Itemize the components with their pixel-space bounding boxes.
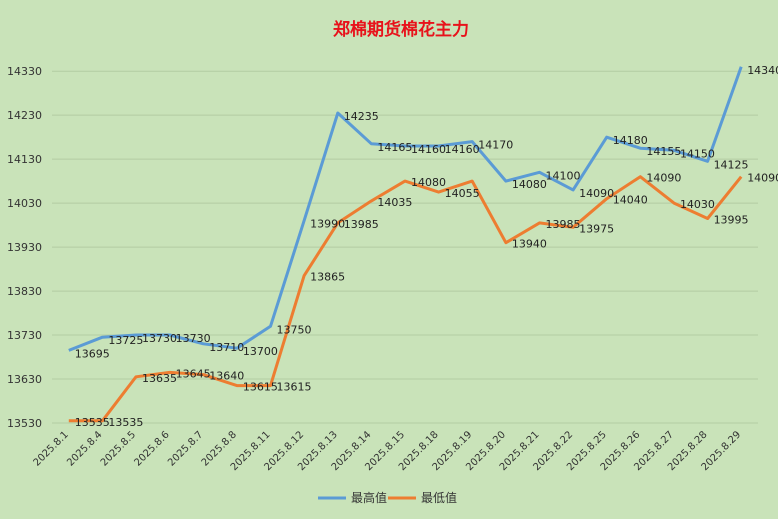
data-label: 14090: [646, 172, 681, 185]
data-label: 14160: [445, 143, 480, 156]
data-label: 14340: [747, 64, 778, 77]
data-label: 14150: [680, 147, 715, 160]
data-label: 14170: [478, 139, 513, 152]
data-label: 13730: [176, 332, 211, 345]
y-axis-ticks: 13530 13630 13730 13830 13930 14030 14130 14230…: [7, 65, 42, 430]
y-tick-label: 14330: [7, 65, 42, 78]
data-label: 13865: [310, 271, 345, 284]
data-label: 13535: [108, 416, 143, 429]
x-tick-label: 2025.8.6: [133, 429, 172, 468]
y-tick-label: 13730: [7, 329, 42, 342]
data-label: 14155: [646, 145, 681, 158]
data-label: 13615: [277, 381, 312, 394]
data-labels: 1369513725137301373013710137001375013990…: [75, 64, 778, 429]
grid: [52, 70, 758, 424]
y-tick-label: 13530: [7, 417, 42, 430]
y-tick-label: 14130: [7, 153, 42, 166]
data-label: 14055: [445, 187, 480, 200]
data-label: 14090: [579, 187, 614, 200]
series-lines: [68, 66, 743, 423]
data-label: 13725: [108, 334, 143, 347]
data-label: 13615: [243, 381, 278, 394]
y-tick-label: 14030: [7, 197, 42, 210]
x-axis-ticks: 2025.8.12025.8.42025.8.52025.8.62025.8.7…: [32, 429, 744, 473]
legend-label-high: 最高值: [351, 490, 387, 505]
x-tick-label: 2025.8.4: [65, 429, 104, 468]
data-label: 14165: [377, 141, 412, 154]
data-label: 14235: [344, 110, 379, 123]
data-label: 13990: [310, 218, 345, 231]
data-label: 13730: [142, 332, 177, 345]
data-label: 13995: [714, 214, 749, 227]
y-tick-label: 14230: [7, 109, 42, 122]
data-label: 13975: [579, 222, 614, 235]
data-label: 14035: [377, 196, 412, 209]
series-line-high: [68, 66, 743, 352]
data-label: 14080: [411, 176, 446, 189]
data-label: 14100: [545, 169, 580, 182]
data-label: 13985: [545, 218, 580, 231]
data-label: 13695: [75, 347, 110, 360]
data-label: 14080: [512, 178, 547, 191]
series-line-low: [68, 175, 743, 423]
x-tick-label: 2025.8.1: [32, 429, 71, 468]
data-label: 13940: [512, 238, 547, 251]
data-label: 14030: [680, 198, 715, 211]
data-label: 13750: [277, 323, 312, 336]
y-tick-label: 13930: [7, 241, 42, 254]
data-label: 13985: [344, 218, 379, 231]
chart-title: 郑棉期货棉花主力: [333, 19, 469, 40]
data-label: 14160: [411, 143, 446, 156]
data-label: 13635: [142, 372, 177, 385]
data-label: 14090: [747, 172, 778, 185]
data-label: 13640: [209, 370, 244, 383]
legend: 最高值 最低值: [318, 490, 457, 505]
data-label: 13700: [243, 345, 278, 358]
x-tick-label: 2025.8.7: [166, 429, 205, 468]
data-label: 13710: [209, 341, 244, 354]
data-label: 13645: [176, 367, 211, 380]
data-label: 13535: [75, 416, 110, 429]
x-tick-label: 2025.8.5: [99, 429, 138, 468]
legend-label-low: 最低值: [421, 490, 457, 505]
y-tick-label: 13630: [7, 373, 42, 386]
data-label: 14125: [714, 158, 749, 171]
data-label: 14040: [613, 194, 648, 207]
y-tick-label: 13830: [7, 285, 42, 298]
data-label: 14180: [613, 134, 648, 147]
